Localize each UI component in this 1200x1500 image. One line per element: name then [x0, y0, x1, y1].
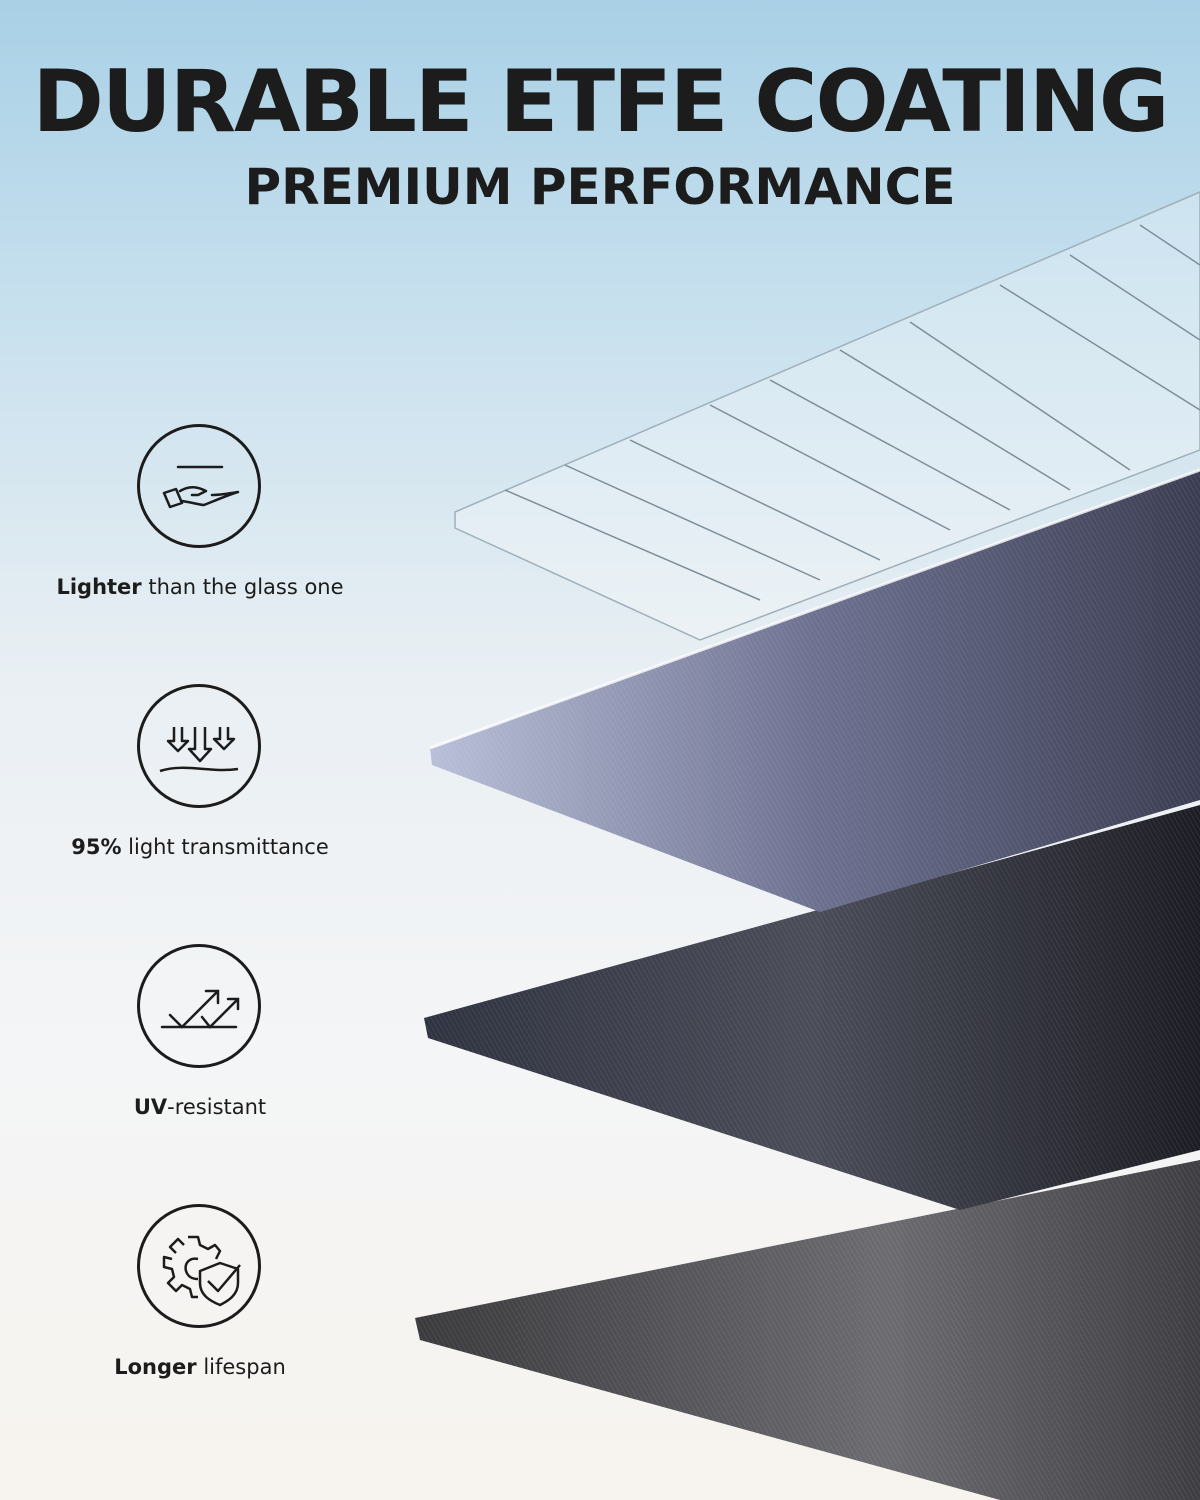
feature-text: than the glass one: [141, 575, 344, 599]
page-subtitle: PREMIUM PERFORMANCE: [244, 158, 956, 216]
page-title: DURABLE ETFE COATING: [32, 52, 1170, 152]
etfe-layer: [429, 468, 1200, 912]
uv-arrows-icon: [137, 944, 261, 1068]
cell-layer: [424, 805, 1200, 1210]
glass-grid-layer: [454, 191, 1200, 641]
feature-text: lifespan: [196, 1355, 286, 1379]
feature-bold: Longer: [114, 1355, 197, 1379]
hand-feather-icon: [137, 424, 261, 548]
feature-bold: UV: [133, 1095, 168, 1119]
light-arrows-icon: [137, 684, 261, 808]
base-layer: [415, 1160, 1200, 1500]
gear-shield-icon: [137, 1204, 261, 1328]
feature-bold: Lighter: [56, 575, 142, 599]
feature-text: -resistant: [167, 1095, 267, 1119]
feature-text: light transmittance: [121, 835, 329, 859]
feature-bold: 95%: [71, 835, 122, 859]
